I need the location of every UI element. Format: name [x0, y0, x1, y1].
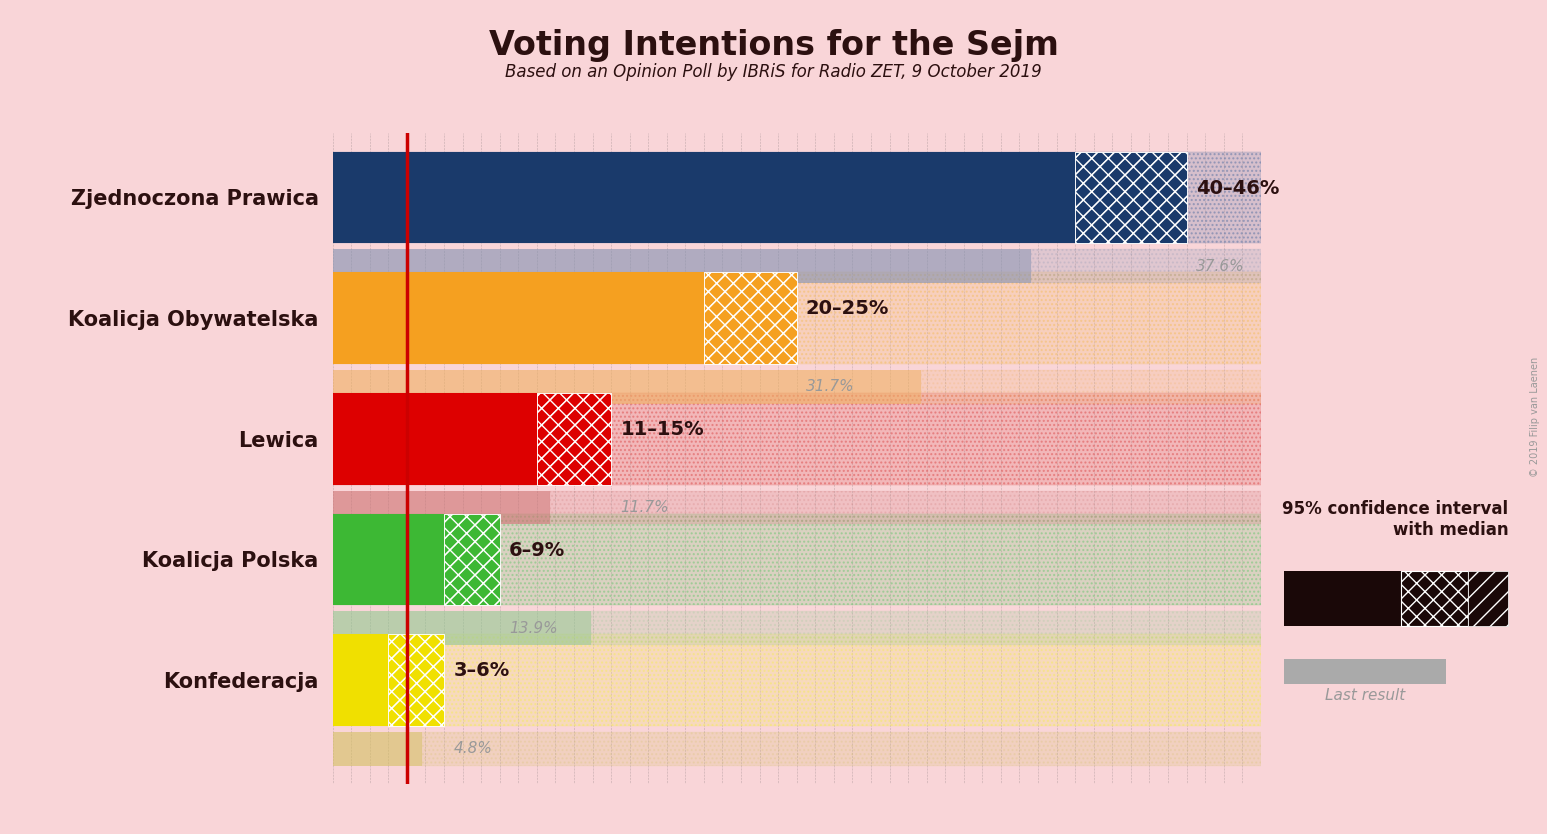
Bar	[333, 635, 1261, 726]
Bar	[333, 249, 1030, 283]
Bar	[537, 393, 611, 485]
Text: 4.8%: 4.8%	[453, 741, 492, 756]
Text: 37.6%: 37.6%	[1196, 259, 1244, 274]
Bar	[388, 635, 444, 726]
Bar	[704, 272, 797, 364]
Bar	[549, 490, 1261, 525]
Bar	[333, 393, 537, 485]
Bar	[333, 514, 1261, 605]
Bar	[537, 393, 611, 485]
Bar	[1075, 152, 1187, 244]
Bar	[333, 272, 704, 364]
Text: 95% confidence interval
with median: 95% confidence interval with median	[1282, 500, 1508, 540]
Text: 3–6%: 3–6%	[453, 661, 509, 681]
Bar	[591, 611, 1261, 646]
Bar	[333, 635, 388, 726]
Bar	[333, 393, 1261, 485]
Bar	[333, 370, 920, 404]
Text: 11.7%: 11.7%	[620, 500, 668, 515]
Bar	[333, 611, 591, 646]
Text: Voting Intentions for the Sejm: Voting Intentions for the Sejm	[489, 29, 1058, 63]
Bar	[333, 732, 422, 766]
Text: © 2019 Filip van Laenen: © 2019 Filip van Laenen	[1530, 357, 1539, 477]
Text: 20–25%: 20–25%	[806, 299, 890, 319]
Text: 13.9%: 13.9%	[509, 620, 557, 636]
Bar	[920, 370, 1261, 404]
Text: 6–9%: 6–9%	[509, 540, 565, 560]
Bar	[1030, 249, 1261, 283]
Bar	[422, 732, 1261, 766]
Bar	[333, 272, 1261, 364]
Bar	[1075, 152, 1187, 244]
Text: Last result: Last result	[1324, 688, 1405, 703]
Bar	[704, 272, 797, 364]
Bar	[333, 635, 1261, 726]
Text: 40–46%: 40–46%	[1196, 178, 1279, 198]
Bar	[388, 635, 444, 726]
Bar	[333, 152, 1075, 244]
Bar	[444, 514, 500, 605]
Bar	[333, 393, 1261, 485]
Text: 11–15%: 11–15%	[620, 420, 704, 440]
Bar	[333, 514, 444, 605]
Bar	[333, 490, 549, 525]
Bar	[333, 152, 1261, 244]
Text: 31.7%: 31.7%	[806, 379, 854, 394]
Bar	[333, 152, 1261, 244]
Bar	[333, 514, 1261, 605]
Text: Based on an Opinion Poll by IBRiS for Radio ZET, 9 October 2019: Based on an Opinion Poll by IBRiS for Ra…	[506, 63, 1041, 81]
Bar	[333, 272, 1261, 364]
Bar	[444, 514, 500, 605]
